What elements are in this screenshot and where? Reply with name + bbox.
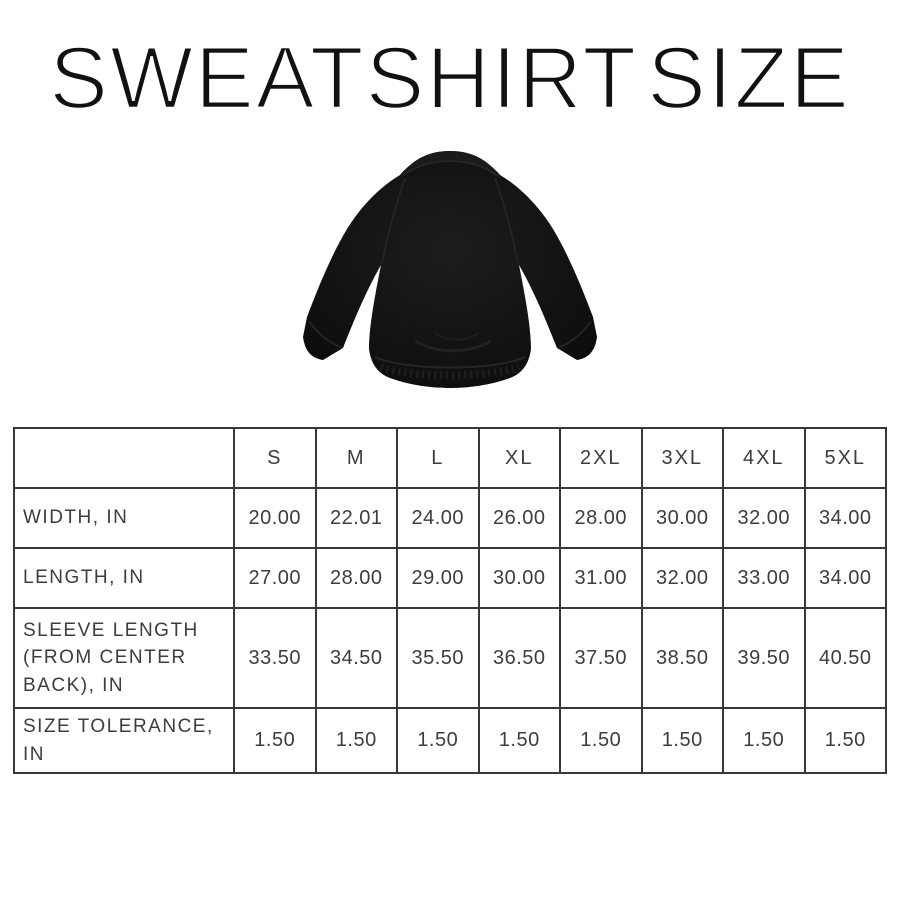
size-value-cell: 1.50 <box>803 707 887 775</box>
size-value-cell: 33.00 <box>722 547 806 610</box>
size-value-cell: 26.00 <box>477 487 561 550</box>
table-row: SLEEVE LENGTH (FROM CENTER BACK), IN 33.5… <box>13 607 887 710</box>
size-value-cell: 36.50 <box>477 607 561 710</box>
sweatshirt-figure <box>0 145 900 393</box>
measurement-label: SLEEVE LENGTH (FROM CENTER BACK), IN <box>13 607 235 710</box>
size-value-cell: 38.50 <box>640 607 724 710</box>
size-value-cell: 1.50 <box>314 707 398 775</box>
size-value-cell: 29.00 <box>396 547 480 610</box>
table-row: WIDTH, IN 20.00 22.01 24.00 26.00 28.00 30.00 3… <box>13 487 887 550</box>
size-value-cell: 34.00 <box>803 547 887 610</box>
size-chart-page: SWEATSHIRT SIZE <box>0 28 900 900</box>
size-value-cell: 22.01 <box>314 487 398 550</box>
size-value-cell: 28.00 <box>314 547 398 610</box>
size-value-cell: 1.50 <box>396 707 480 775</box>
size-column-header: 5XL <box>803 427 887 490</box>
sweatshirt-collar <box>400 151 500 176</box>
size-value-cell: 1.50 <box>640 707 724 775</box>
size-value-cell: 39.50 <box>722 607 806 710</box>
size-value-cell: 37.50 <box>559 607 643 710</box>
size-value-cell: 20.00 <box>233 487 317 550</box>
table-header-row: S M L XL 2XL 3XL 4XL 5XL <box>13 427 887 490</box>
size-value-cell: 30.00 <box>477 547 561 610</box>
size-value-cell: 1.50 <box>559 707 643 775</box>
sweatshirt-hem-ribs <box>379 363 521 380</box>
size-value-cell: 32.00 <box>722 487 806 550</box>
table-row: SIZE TOLERANCE, IN 1.50 1.50 1.50 1.50 1.50 1.… <box>13 707 887 775</box>
size-value-cell: 1.50 <box>233 707 317 775</box>
sweatshirt-cuff-right <box>558 320 592 348</box>
size-value-cell: 1.50 <box>477 707 561 775</box>
sweatshirt-raglan-seam-right <box>494 177 519 265</box>
table-corner-cell <box>13 427 235 490</box>
size-column-header: 2XL <box>559 427 643 490</box>
size-column-header: L <box>396 427 480 490</box>
size-value-cell: 1.50 <box>722 707 806 775</box>
sweatshirt-wrinkle-2 <box>434 332 480 341</box>
size-column-header: 4XL <box>722 427 806 490</box>
size-column-header: S <box>233 427 317 490</box>
size-value-cell: 31.00 <box>559 547 643 610</box>
measurement-label: SIZE TOLERANCE, IN <box>13 707 235 775</box>
size-value-cell: 24.00 <box>396 487 480 550</box>
table-row: LENGTH, IN 27.00 28.00 29.00 30.00 31.00 32.00… <box>13 547 887 610</box>
size-value-cell: 35.50 <box>396 607 480 710</box>
sweatshirt-cuff-left <box>308 320 342 348</box>
page-title: SWEATSHIRT SIZE <box>48 28 851 127</box>
sweatshirt-raglan-seam-left <box>381 177 406 265</box>
size-value-cell: 27.00 <box>233 547 317 610</box>
size-value-cell: 28.00 <box>559 487 643 550</box>
size-value-cell: 30.00 <box>640 487 724 550</box>
size-chart-table: S M L XL 2XL 3XL 4XL 5XL WIDTH, IN 20.00 22.01 24.… <box>13 427 887 775</box>
table-body: WIDTH, IN 20.00 22.01 24.00 26.00 28.00 30.00 3… <box>13 487 887 775</box>
measurement-label: WIDTH, IN <box>13 487 235 550</box>
size-column-header: M <box>314 427 398 490</box>
size-value-cell: 34.50 <box>314 607 398 710</box>
sweatshirt-collar-seam <box>401 160 499 177</box>
size-value-cell: 40.50 <box>803 607 887 710</box>
size-value-cell: 34.00 <box>803 487 887 550</box>
size-column-header: 3XL <box>640 427 724 490</box>
sweatshirt-wrinkle <box>414 339 492 353</box>
sweatshirt-hem-seam <box>374 356 526 369</box>
sweatshirt-back-image <box>303 151 597 389</box>
size-value-cell: 32.00 <box>640 547 724 610</box>
measurement-label: LENGTH, IN <box>13 547 235 610</box>
size-column-header: XL <box>477 427 561 490</box>
size-value-cell: 33.50 <box>233 607 317 710</box>
sweatshirt-silhouette <box>303 151 597 389</box>
